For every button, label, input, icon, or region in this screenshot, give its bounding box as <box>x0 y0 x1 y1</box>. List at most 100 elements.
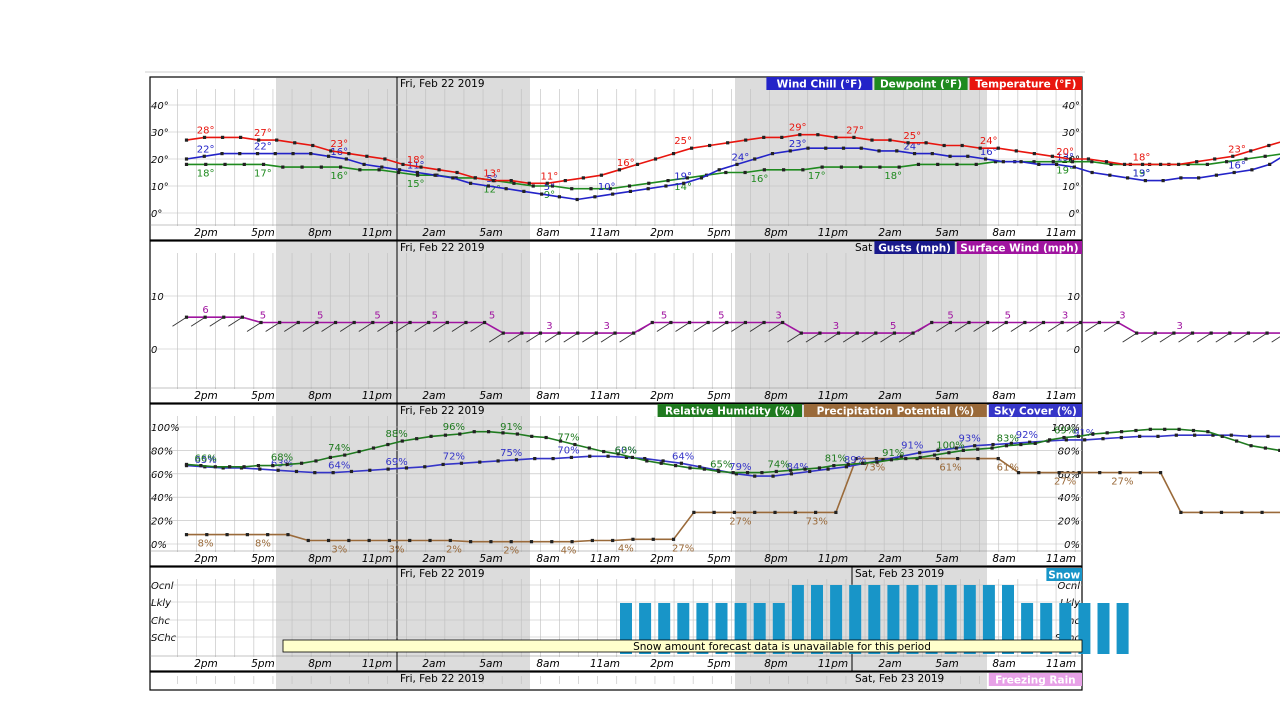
dewpoint-point <box>512 182 515 185</box>
dewpoint-point <box>801 168 804 171</box>
wind-chill-data-label: 16° <box>1228 161 1246 172</box>
surface-wind-point <box>688 321 691 324</box>
surface-wind-point <box>1135 332 1138 335</box>
surface-wind-point <box>427 321 430 324</box>
y-tick-left: Chc <box>151 616 170 627</box>
precip-potential-point <box>225 533 228 536</box>
precip-potential-point <box>286 533 289 536</box>
temperature-point <box>762 136 765 139</box>
relative-humidity-data-label: 83% <box>997 434 1019 445</box>
temperature-point <box>726 141 729 144</box>
precip-potential-point <box>652 538 655 541</box>
time-tick-label: 11am <box>1046 658 1076 670</box>
relative-humidity-point <box>1192 429 1195 432</box>
relative-humidity-point <box>660 462 663 465</box>
legend-label: Snow <box>1048 570 1080 582</box>
date-label: Sat, Feb 23 2019 <box>855 673 944 685</box>
temperature-point <box>455 171 458 174</box>
precip-potential-point <box>814 511 817 514</box>
temperature-point <box>1051 155 1054 158</box>
wind-barb <box>1234 333 1248 342</box>
relative-humidity-point <box>1149 428 1152 431</box>
dewpoint-data-label: 18° <box>197 168 215 179</box>
surface-wind-point <box>800 332 803 335</box>
wind-barb <box>1085 323 1099 332</box>
precip-potential-point <box>1058 471 1061 474</box>
surface-wind-data-label: 3 <box>546 321 552 332</box>
relative-humidity-point <box>386 443 389 446</box>
relative-humidity-point <box>329 456 332 459</box>
surface-wind-point <box>818 332 821 335</box>
wind-chill-data-label: 22° <box>254 142 272 153</box>
wind-chill-point <box>647 187 650 190</box>
precip-potential-point <box>1179 511 1182 514</box>
sky-cover-point <box>991 443 994 446</box>
temperature-point <box>943 144 946 147</box>
sky-cover-point <box>313 471 316 474</box>
time-tick-label: 2pm <box>194 658 218 670</box>
snow-bar <box>1098 603 1110 654</box>
surface-wind-point <box>744 321 747 324</box>
precip-potential-point <box>1220 511 1223 514</box>
wind-chill-point <box>824 147 827 150</box>
precip-potential-point <box>1078 471 1081 474</box>
time-tick-label: 5am <box>479 553 502 565</box>
time-tick-label: 5pm <box>707 390 731 402</box>
y-tick-left: 80% <box>151 446 173 457</box>
relative-humidity-point <box>1134 429 1137 432</box>
sky-cover-point <box>368 469 371 472</box>
relative-humidity-point <box>1249 444 1252 447</box>
temperature-data-label: 23° <box>330 139 348 150</box>
time-tick-label: 5am <box>479 658 502 670</box>
time-tick-label: 8am <box>536 227 559 239</box>
precip-potential-point <box>368 539 371 542</box>
sky-cover-data-label: 70% <box>557 445 579 456</box>
relative-humidity-point <box>1264 446 1267 449</box>
temperature-point <box>275 139 278 142</box>
dewpoint-point <box>763 168 766 171</box>
temperature-point <box>239 136 242 139</box>
snow-notice-text: Snow amount forecast data is unavailable… <box>633 641 931 653</box>
surface-wind-point <box>1154 332 1157 335</box>
time-tick-label: 5pm <box>251 390 275 402</box>
time-tick-label: 5pm <box>707 658 731 670</box>
time-tick-label: 11pm <box>362 658 392 670</box>
y-tick-left: 20° <box>151 155 169 166</box>
relative-humidity-data-label: 68% <box>271 452 293 463</box>
wind-chill-point <box>238 152 241 155</box>
sky-cover-point <box>753 475 756 478</box>
date-label: Fri, Feb 22 2019 <box>400 405 485 417</box>
surface-wind-point <box>1023 321 1026 324</box>
precip-potential-point <box>1159 471 1162 474</box>
precip-potential-point <box>875 457 878 460</box>
time-tick-label: 5pm <box>251 553 275 565</box>
legend-label: Temperature (°F) <box>975 79 1076 91</box>
y-tick-left: 10 <box>151 292 164 303</box>
precip-potential-data-label: 8% <box>198 539 214 550</box>
y-tick-left: 10° <box>151 182 169 193</box>
night-band-2 <box>735 405 987 565</box>
relative-humidity-point <box>257 464 260 467</box>
relative-humidity-point <box>372 446 375 449</box>
sky-cover-point <box>606 455 609 458</box>
temperature-point <box>401 163 404 166</box>
time-tick-label: 5am <box>479 227 502 239</box>
precip-potential-data-label: 3% <box>331 544 347 555</box>
wind-chill-point <box>1197 176 1200 179</box>
wind-chill-point <box>966 155 969 158</box>
temperature-data-label: 27° <box>846 125 864 136</box>
temperature-point <box>437 168 440 171</box>
precip-potential-point <box>489 540 492 543</box>
wind-barb <box>1123 333 1137 342</box>
relative-humidity-point <box>674 464 677 467</box>
surface-wind-data-label: 3 <box>604 321 610 332</box>
dewpoint-data-label: 17° <box>808 171 826 182</box>
time-tick-label: 5am <box>935 658 958 670</box>
temperature-point <box>1033 152 1036 155</box>
wind-chill-point <box>1250 168 1253 171</box>
relative-humidity-point <box>602 450 605 453</box>
surface-wind-point <box>1247 332 1250 335</box>
time-tick-label: 8am <box>992 227 1015 239</box>
y-tick-right: 10° <box>1062 182 1080 193</box>
